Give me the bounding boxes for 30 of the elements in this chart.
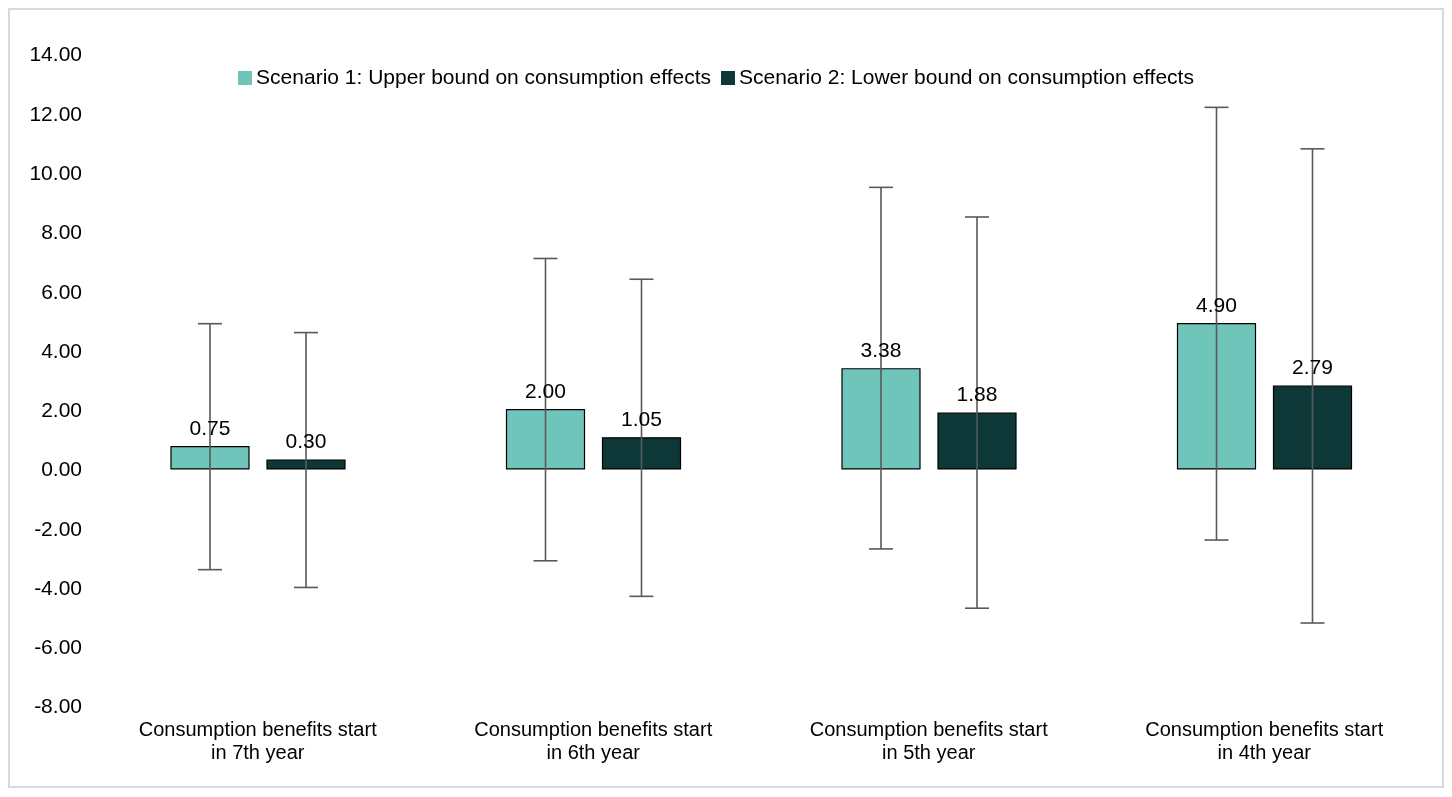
bar <box>1176 323 1257 470</box>
y-tick-label: 2.00 <box>41 398 82 422</box>
bar <box>505 409 586 470</box>
data-label: 0.75 <box>189 415 231 439</box>
x-tick-label: Consumption benefits start in 4th year <box>1145 718 1384 763</box>
y-tick-label: 6.00 <box>41 279 82 303</box>
y-tick-label: 12.00 <box>29 101 82 125</box>
y-tick-label: 14.00 <box>29 42 82 66</box>
x-tick-label: Consumption benefits start in 5th year <box>809 718 1049 763</box>
bar <box>841 368 921 470</box>
data-label: 1.88 <box>956 382 998 406</box>
y-tick-label: -4.00 <box>34 575 82 599</box>
bar <box>937 412 1017 470</box>
x-tick-label: Consumption benefits start in 7th year <box>138 718 378 763</box>
y-tick-label: -8.00 <box>34 694 82 718</box>
bar <box>266 459 346 470</box>
y-tick-label: -2.00 <box>34 516 82 540</box>
bar <box>601 437 682 470</box>
y-tick-label: -6.00 <box>34 635 82 659</box>
data-label: 0.30 <box>285 429 327 453</box>
y-tick-label: 10.00 <box>29 161 82 184</box>
legend-label: Scenario 2: Lower bound on consumption effects <box>739 65 1194 88</box>
bar <box>170 446 250 470</box>
data-label: 3.38 <box>860 337 902 361</box>
bar <box>1272 385 1353 470</box>
y-tick-label: 0.00 <box>41 457 82 481</box>
x-tick-label: Consumption benefits start in 6th year <box>474 718 713 763</box>
y-tick-label: 4.00 <box>41 338 82 362</box>
legend-label: Scenario 1: Upper bound on consumption effects <box>256 65 711 88</box>
y-tick-label: 8.00 <box>41 220 82 244</box>
